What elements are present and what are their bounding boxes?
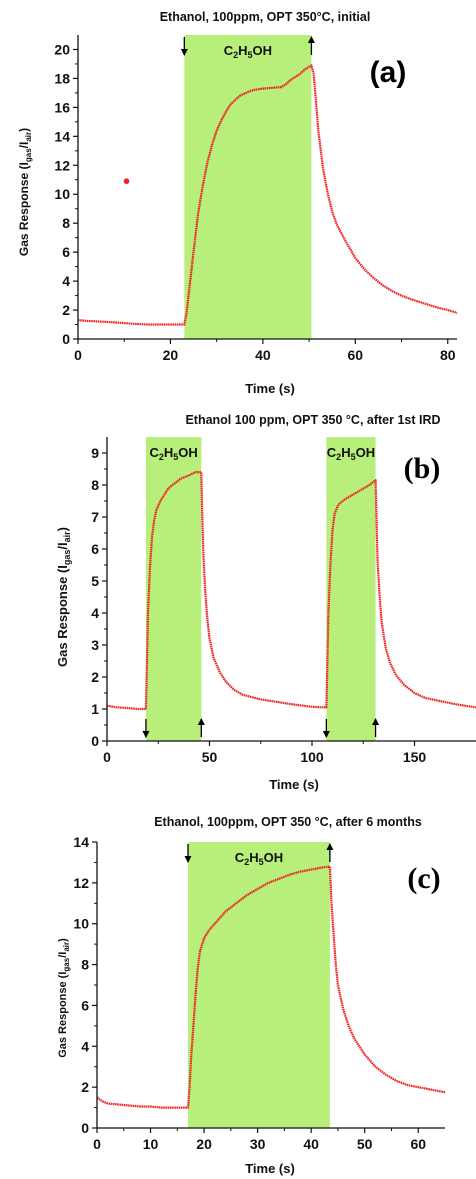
panel-label: (c) <box>407 862 440 895</box>
x-axis-label: Time (s) <box>269 777 319 792</box>
y-tick-label: 16 <box>54 99 70 115</box>
gas-label: C2H5OH <box>224 43 272 60</box>
y-tick-label: 0 <box>91 733 99 749</box>
x-tick-label: 0 <box>93 1136 101 1152</box>
x-tick-label: 0 <box>103 749 111 765</box>
arrow-down-icon <box>322 731 330 738</box>
x-tick-label: 60 <box>410 1136 426 1152</box>
y-tick-label: 3 <box>91 637 99 653</box>
gas-label: C2H5OH <box>149 445 197 462</box>
y-tick-label: 12 <box>73 875 89 891</box>
x-tick-label: 150 <box>403 749 427 765</box>
y-tick-label: 14 <box>73 834 89 850</box>
panel-label: (a) <box>370 56 407 89</box>
y-axis-label: Gas Response (Igas/Iair) <box>57 938 71 1058</box>
y-axis-label: Gas Response (Igas/Iair) <box>17 128 33 256</box>
x-tick-label: 0 <box>74 347 82 363</box>
x-tick-label: 10 <box>143 1136 159 1152</box>
y-tick-label: 2 <box>81 1079 89 1095</box>
y-tick-label: 8 <box>91 477 99 493</box>
x-tick-label: 20 <box>196 1136 212 1152</box>
data-series-line <box>96 865 446 1109</box>
exposure-window <box>145 437 202 741</box>
x-tick-label: 40 <box>303 1136 319 1152</box>
x-tick-label: 50 <box>357 1136 373 1152</box>
chart-panel-b: Ethanol 100 ppm, OPT 350 °C, after 1st I… <box>55 413 476 792</box>
y-tick-label: 9 <box>91 445 99 461</box>
chart-title: Ethanol 100 ppm, OPT 350 °C, after 1st I… <box>185 413 440 427</box>
y-tick-label: 10 <box>73 916 89 932</box>
y-tick-label: 18 <box>54 70 70 86</box>
arrow-down-icon <box>180 49 188 56</box>
y-tick-label: 8 <box>81 957 89 973</box>
exposure-window <box>184 35 312 339</box>
exposure-window <box>326 437 376 741</box>
y-tick-label: 7 <box>91 509 99 525</box>
y-tick-label: 12 <box>54 157 70 173</box>
exposure-window <box>188 842 330 1128</box>
y-tick-label: 1 <box>91 701 99 717</box>
arrow-up-icon <box>326 843 334 850</box>
y-tick-label: 2 <box>62 302 70 318</box>
panel-label: (b) <box>404 452 441 485</box>
chart-title: Ethanol, 100ppm, OPT 350 °C, after 6 mon… <box>154 815 422 829</box>
x-tick-label: 50 <box>202 749 218 765</box>
arrow-down-icon <box>142 731 150 738</box>
x-axis-label: Time (s) <box>245 381 295 396</box>
gas-label: C2H5OH <box>327 445 375 462</box>
y-tick-label: 2 <box>91 669 99 685</box>
y-tick-label: 4 <box>81 1038 89 1054</box>
y-tick-label: 0 <box>81 1120 89 1136</box>
y-tick-label: 6 <box>81 997 89 1013</box>
x-tick-label: 40 <box>255 347 271 363</box>
arrow-up-icon <box>197 718 205 725</box>
data-series-line <box>106 471 476 711</box>
data-point <box>123 178 130 185</box>
x-tick-label: 30 <box>250 1136 266 1152</box>
x-tick-label: 80 <box>440 347 456 363</box>
gas-label: C2H5OH <box>235 850 283 867</box>
y-tick-label: 8 <box>62 215 70 231</box>
x-tick-label: 60 <box>348 347 364 363</box>
chart-title: Ethanol, 100ppm, OPT 350°C, initial <box>160 10 371 24</box>
x-tick-label: 20 <box>163 347 179 363</box>
y-tick-label: 14 <box>54 128 70 144</box>
y-tick-label: 6 <box>91 541 99 557</box>
arrow-up-icon <box>372 718 380 725</box>
y-tick-label: 5 <box>91 573 99 589</box>
chart-panel-a: Ethanol, 100ppm, OPT 350°C, initial (a) … <box>17 10 458 396</box>
x-axis-label: Time (s) <box>245 1161 295 1176</box>
y-axis-label: Gas Response (Igas/Iair) <box>55 527 72 667</box>
y-tick-label: 10 <box>54 186 70 202</box>
chart-panel-c: Ethanol, 100ppm, OPT 350 °C, after 6 mon… <box>57 815 446 1176</box>
arrow-down-icon <box>184 856 192 863</box>
arrow-up-icon <box>307 36 315 43</box>
y-tick-label: 20 <box>54 41 70 57</box>
y-tick-label: 4 <box>91 605 99 621</box>
data-series-line <box>77 64 458 326</box>
x-tick-label: 100 <box>300 749 324 765</box>
y-tick-label: 6 <box>62 244 70 260</box>
y-tick-label: 0 <box>62 331 70 347</box>
y-tick-label: 4 <box>62 273 70 289</box>
